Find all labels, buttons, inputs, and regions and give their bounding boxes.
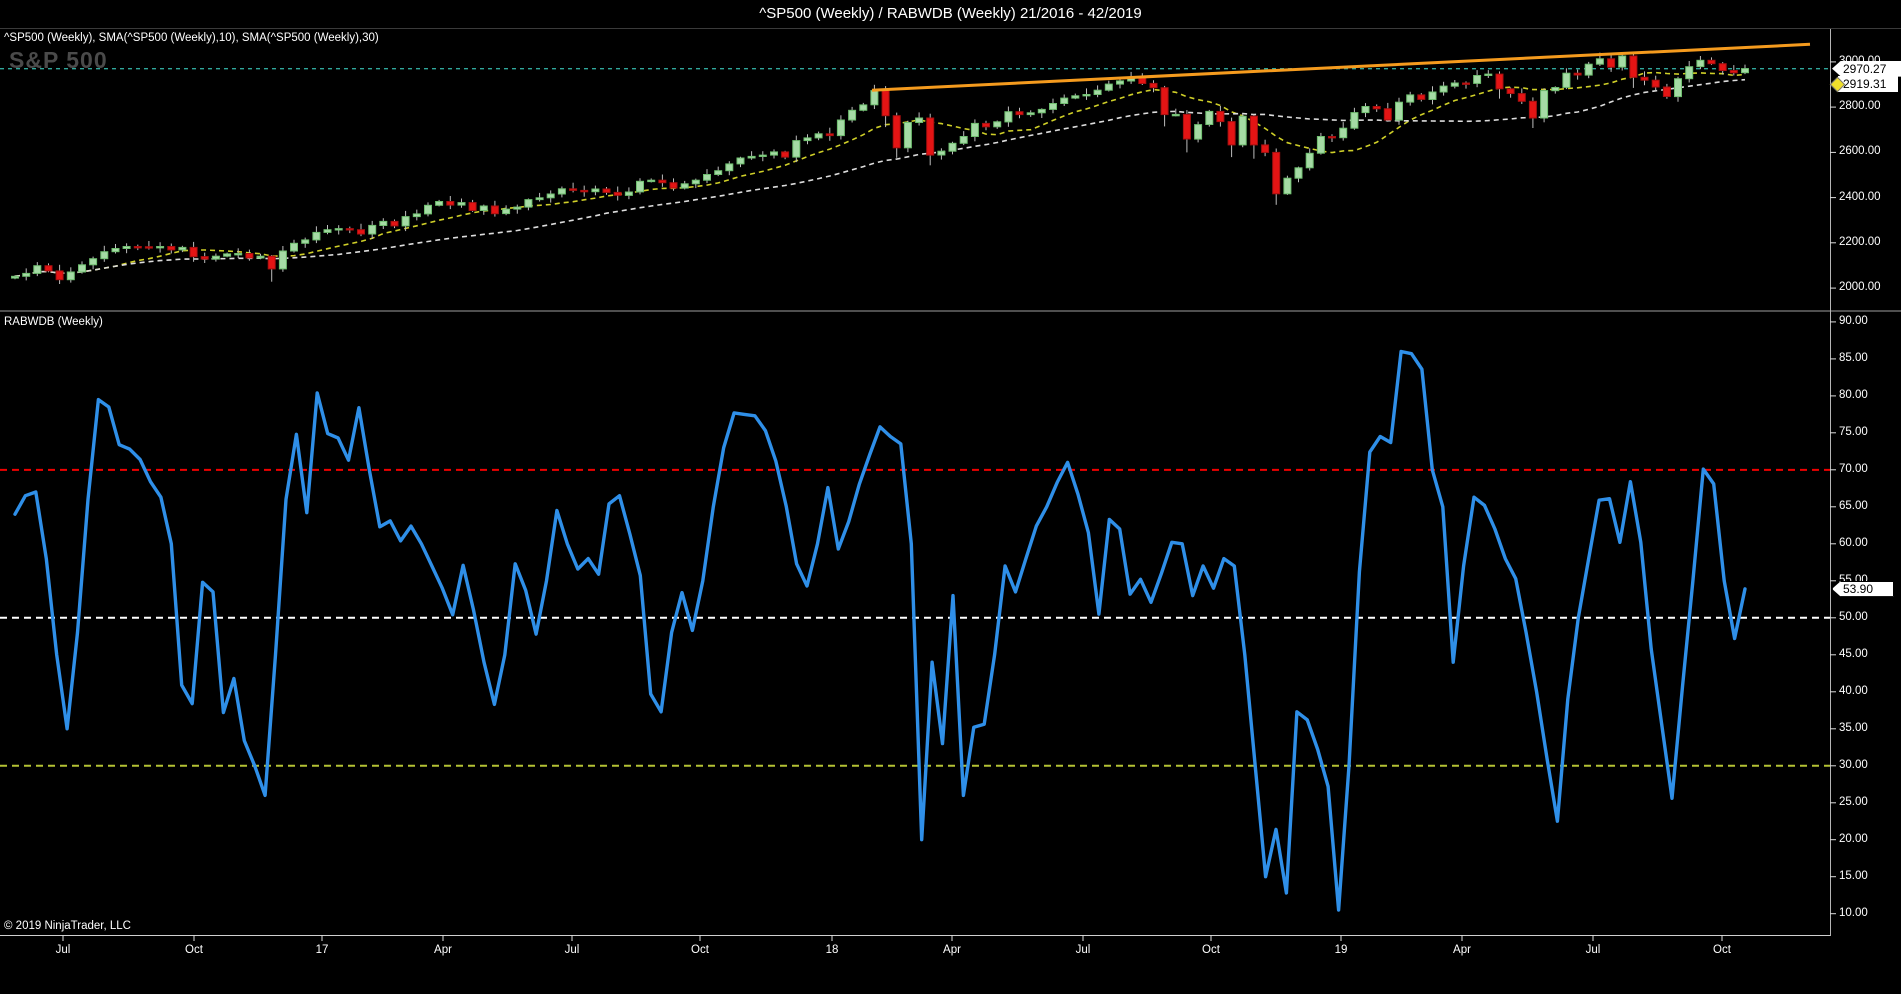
time-axis-label: Apr: [434, 944, 452, 956]
sma-value-label: 2919.31: [1838, 76, 1898, 93]
time-axis-label: Apr: [943, 944, 961, 956]
indicator-tick-label: 10.00: [1839, 906, 1868, 919]
time-axis-label: 19: [1334, 944, 1348, 956]
indicator-line-series: [13, 349, 1747, 912]
price-tick-label: 2200.00: [1839, 235, 1881, 248]
indicator-value-label: 53.90: [1832, 580, 1894, 597]
symbol-watermark: S&P 500: [9, 47, 108, 73]
price-tick-label: 2600.00: [1839, 145, 1881, 158]
indicator-tick-label: 45.00: [1839, 647, 1868, 660]
time-axis-label: 18: [825, 944, 839, 956]
trendline[interactable]: [871, 42, 1811, 92]
time-axis-label: Oct: [1202, 944, 1220, 956]
price-tick-label: 2400.00: [1839, 190, 1881, 203]
indicator-tick-label: 70.00: [1839, 462, 1868, 475]
indicator-tick-label: 85.00: [1839, 351, 1868, 364]
indicator-tick-label: 50.00: [1839, 610, 1868, 623]
indicator-tick-label: 40.00: [1839, 684, 1868, 697]
indicator-tick-label: 90.00: [1839, 314, 1868, 327]
indicator-tick-label: 15.00: [1839, 869, 1868, 882]
time-axis-label: Oct: [1713, 944, 1731, 956]
indicator-tick-label: 25.00: [1839, 795, 1868, 808]
price-panel-legend: ^SP500 (Weekly), SMA(^SP500 (Weekly),10)…: [4, 32, 379, 44]
copyright-text: © 2019 NinjaTrader, LLC: [4, 920, 131, 932]
indicator-tick-label: 80.00: [1839, 388, 1868, 401]
time-axis-label: Jul: [1585, 944, 1601, 956]
time-axis-label: Jul: [564, 944, 580, 956]
indicator-tick-label: 30.00: [1839, 758, 1868, 771]
candlestick-series: [11, 52, 1749, 284]
sma30-line: [14, 78, 1746, 278]
sma10-line: [14, 71, 1746, 278]
price-tick-label: 2800.00: [1839, 100, 1881, 113]
time-axis-label: Jul: [1075, 944, 1091, 956]
window-title: ^SP500 (Weekly) / RABWDB (Weekly) 21/201…: [0, 0, 1901, 28]
last-price-label: 2970.27: [1832, 60, 1901, 77]
indicator-tick-label: 65.00: [1839, 499, 1868, 512]
time-axis-label: Oct: [185, 944, 203, 956]
indicator-tick-label: 75.00: [1839, 425, 1868, 438]
indicator-tick-label: 20.00: [1839, 832, 1868, 845]
indicator-panel-legend: RABWDB (Weekly): [4, 316, 103, 328]
time-axis-label: Oct: [691, 944, 709, 956]
time-axis-label: Apr: [1453, 944, 1471, 956]
time-axis-label: Jul: [55, 944, 71, 956]
time-axis-label: 17: [315, 944, 329, 956]
indicator-tick-label: 60.00: [1839, 536, 1868, 549]
price-tick-label: 2000.00: [1839, 281, 1881, 294]
indicator-tick-label: 35.00: [1839, 721, 1868, 734]
